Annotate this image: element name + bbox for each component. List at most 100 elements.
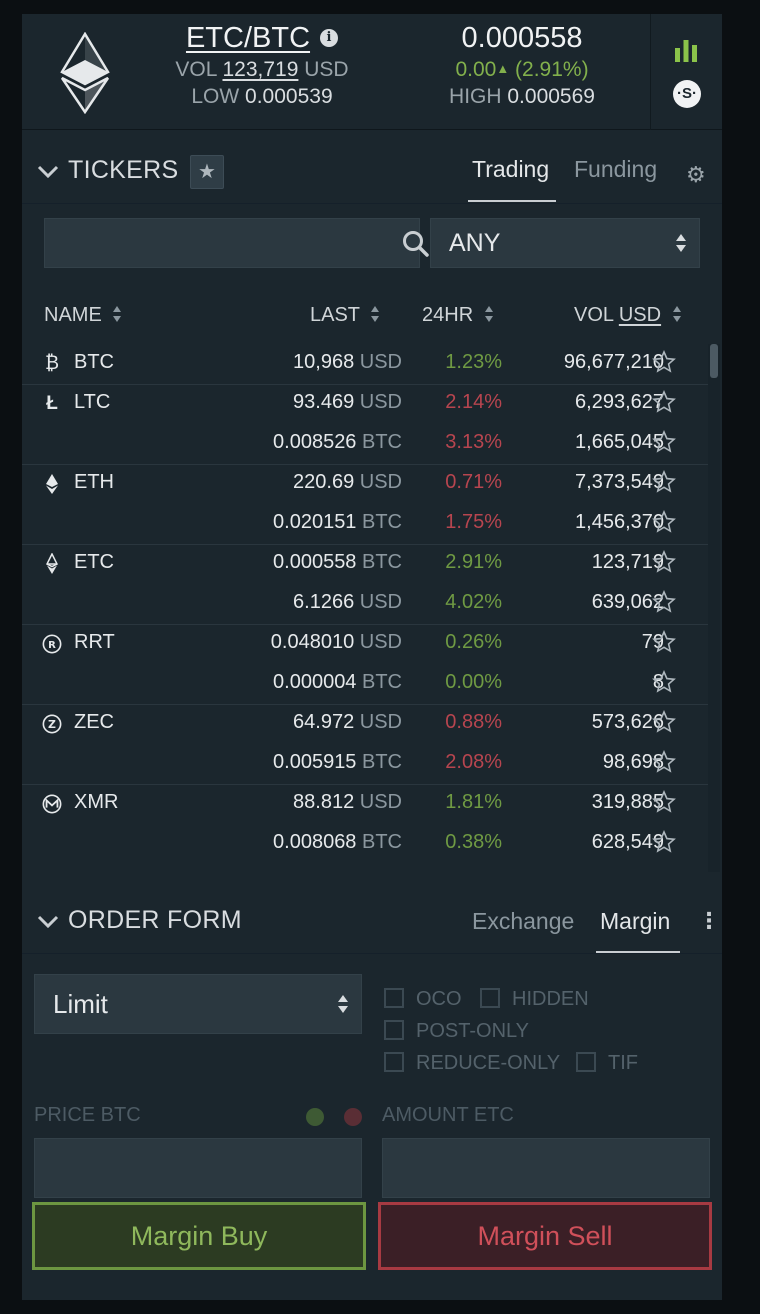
ticker-row[interactable]: Ł LTC 93.469 USD 2.14% 6,293,627 <box>22 384 708 424</box>
group-divider <box>22 624 708 625</box>
oco-checkbox[interactable]: OCO <box>384 988 462 1011</box>
red-dot-icon[interactable] <box>344 1108 362 1126</box>
tab-trading-underline <box>468 200 556 202</box>
tab-margin[interactable]: Margin <box>600 908 671 934</box>
post-only-checkbox[interactable]: POST-ONLY <box>384 1020 529 1043</box>
litecoin-icon: Ł <box>46 393 58 414</box>
star-outline-icon[interactable] <box>652 630 676 654</box>
ticker-row[interactable]: ETH 220.69 USD 0.71% 7,373,549 <box>22 464 708 504</box>
sort-icon <box>371 306 380 322</box>
last-unit: BTC <box>362 751 402 773</box>
ticker-scrollbar[interactable] <box>708 344 720 872</box>
col-last-label: LAST <box>310 304 360 326</box>
col-vol-unit[interactable]: USD <box>618 304 662 326</box>
col-header-vol[interactable]: VOL USD <box>574 304 683 327</box>
star-outline-icon[interactable] <box>652 790 676 814</box>
tif-checkbox[interactable]: TIF <box>576 1052 638 1075</box>
margin-buy-button[interactable]: Margin Buy <box>32 1202 366 1270</box>
hidden-checkbox[interactable]: HIDDEN <box>480 988 589 1011</box>
volume-line: VOL 123,719 USD <box>162 58 362 82</box>
checkbox-box[interactable] <box>576 1052 596 1072</box>
star-outline-icon[interactable] <box>652 830 676 854</box>
favorites-star-icon[interactable]: ★ <box>190 155 224 189</box>
checkbox-box[interactable] <box>480 988 500 1008</box>
star-outline-icon[interactable] <box>652 550 676 574</box>
more-options-icon[interactable]: ⋮ <box>698 908 720 933</box>
ticker-last: 0.048010 USD <box>271 631 402 654</box>
group-divider <box>22 384 708 385</box>
star-outline-icon[interactable] <box>652 430 676 454</box>
pair-title[interactable]: ETC/BTC <box>185 22 311 54</box>
vol-value[interactable]: 123,719 <box>222 58 299 81</box>
info-icon[interactable]: i <box>320 29 339 47</box>
star-outline-icon[interactable] <box>652 710 676 734</box>
last-price: 0.000558 <box>461 22 583 54</box>
ticker-row[interactable]: 0.005915 BTC 2.08% 98,698 <box>22 744 708 784</box>
up-arrow-icon: ▲ <box>496 61 510 76</box>
market-filter-select[interactable]: ANY <box>430 218 700 268</box>
last-unit: BTC <box>362 551 402 573</box>
green-dot-icon[interactable] <box>306 1108 324 1126</box>
price-change: 0.00▲ (2.91%) <box>422 58 622 82</box>
sort-icon <box>113 306 122 322</box>
star-outline-icon[interactable] <box>652 510 676 534</box>
ticker-row[interactable]: 0.000004 BTC 0.00% 8 <box>22 664 708 704</box>
star-outline-icon[interactable] <box>652 670 676 694</box>
ticker-name: ETC <box>74 551 114 573</box>
ticker-row[interactable]: 0.020151 BTC 1.75% 1,456,370 <box>22 504 708 544</box>
star-outline-icon[interactable] <box>652 470 676 494</box>
tickers-panel: TICKERS ★ Trading Funding ⚙ ANY NAME LAS… <box>22 138 722 878</box>
ticker-row[interactable]: ₿ BTC 10,968 USD 1.23% 96,677,210 <box>22 344 708 384</box>
checkbox-box[interactable] <box>384 1020 404 1040</box>
gear-icon[interactable]: ⚙ <box>686 162 706 187</box>
margin-sell-button[interactable]: Margin Sell <box>378 1202 712 1270</box>
ticker-row[interactable]: R RRT 0.048010 USD 0.26% 79 <box>22 624 708 664</box>
ticker-row[interactable]: Z ZEC 64.972 USD 0.88% 573,626 <box>22 704 708 744</box>
svg-text:R: R <box>48 640 56 651</box>
star-outline-icon[interactable] <box>652 390 676 414</box>
star-outline-icon[interactable] <box>652 750 676 774</box>
group-divider <box>22 544 708 545</box>
ticker-row[interactable]: XMR 88.812 USD 1.81% 319,885 <box>22 784 708 824</box>
last-value: 220.69 <box>293 471 355 493</box>
ticker-change: 2.14% <box>445 391 502 413</box>
star-outline-icon[interactable] <box>652 350 676 374</box>
chevron-down-icon[interactable] <box>36 160 60 184</box>
reduce-only-checkbox[interactable]: REDUCE-ONLY <box>384 1052 560 1075</box>
ticker-last: 220.69 USD <box>293 471 402 494</box>
ticker-volume: 6,293,627 <box>575 391 664 413</box>
ticker-change: 1.23% <box>445 351 502 373</box>
scrollbar-thumb[interactable] <box>710 344 718 378</box>
ticker-volume: 123,719 <box>591 551 664 573</box>
bar-chart-icon[interactable] <box>673 38 699 64</box>
ticker-volume: 96,677,210 <box>563 351 664 373</box>
low-value: 0.000539 <box>245 85 333 108</box>
price-input[interactable] <box>34 1138 362 1198</box>
col-header-24hr[interactable]: 24HR <box>422 304 495 327</box>
amount-input[interactable] <box>382 1138 710 1198</box>
tab-exchange[interactable]: Exchange <box>472 908 575 934</box>
search-icon <box>403 231 429 257</box>
ticker-name: LTC <box>74 391 111 413</box>
ticker-row[interactable]: 0.008526 BTC 3.13% 1,665,045 <box>22 424 708 464</box>
chevron-down-icon[interactable] <box>36 910 60 934</box>
ticker-volume: 573,626 <box>591 711 664 733</box>
high-value: 0.000569 <box>507 85 595 108</box>
checkbox-box[interactable] <box>384 988 404 1008</box>
ticker-row[interactable]: 6.1266 USD 4.02% 639,062 <box>22 584 708 624</box>
swap-currency-icon[interactable]: ·S· <box>673 80 701 108</box>
ticker-name: XMR <box>74 791 119 813</box>
last-unit: BTC <box>362 431 402 453</box>
ticker-search-input[interactable] <box>44 218 429 268</box>
ticker-row[interactable]: ETC 0.000558 BTC 2.91% 123,719 <box>22 544 708 584</box>
tab-trading[interactable]: Trading <box>472 156 550 182</box>
star-outline-icon[interactable] <box>652 590 676 614</box>
col-header-name[interactable]: NAME <box>44 304 123 327</box>
tab-funding[interactable]: Funding <box>574 156 658 182</box>
order-type-select[interactable]: Limit <box>34 974 362 1034</box>
tickers-title: TICKERS <box>68 156 179 184</box>
last-value: 0.008526 <box>273 431 357 453</box>
ticker-row[interactable]: 0.008068 BTC 0.38% 628,549 <box>22 824 708 864</box>
checkbox-box[interactable] <box>384 1052 404 1072</box>
col-header-last[interactable]: LAST <box>310 304 381 327</box>
